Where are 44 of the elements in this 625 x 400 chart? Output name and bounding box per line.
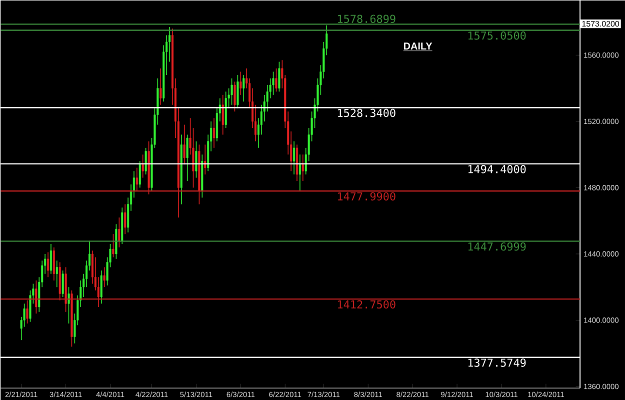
candlestick xyxy=(68,286,70,324)
candlestick xyxy=(278,61,280,92)
candlestick xyxy=(302,154,304,182)
candlestick xyxy=(56,260,58,288)
candlestick xyxy=(222,94,224,135)
candlestick xyxy=(50,243,52,274)
candlestick xyxy=(186,134,188,182)
candlestick xyxy=(62,270,64,298)
candlestick xyxy=(183,124,186,165)
candlestick xyxy=(212,117,216,148)
candlestick xyxy=(144,147,147,175)
ref-line-label: 1494.4000 xyxy=(468,164,526,174)
ref-line-label: 1575.0500 xyxy=(468,31,526,40)
candlestick xyxy=(240,71,242,96)
candlestick xyxy=(118,216,120,248)
candlestick xyxy=(275,68,278,92)
candlestick xyxy=(100,270,102,304)
candlestick xyxy=(142,154,144,178)
candlestick xyxy=(35,280,38,314)
candlestick xyxy=(138,160,141,188)
candlestick xyxy=(242,74,245,102)
ref-line-label: 1578.6899 xyxy=(338,14,396,23)
candlestick xyxy=(124,204,126,234)
candlestick xyxy=(298,154,301,192)
candlestick xyxy=(103,266,106,288)
ref-line-label: 1477.9900 xyxy=(338,192,396,200)
candlestick xyxy=(230,78,233,106)
candlestick xyxy=(292,140,296,175)
annotation: DAILY xyxy=(404,42,432,50)
ref-line-label: 1377.5749 xyxy=(468,358,526,367)
candlestick xyxy=(204,144,206,175)
candlestick xyxy=(52,246,55,281)
candlestick xyxy=(234,81,236,112)
ref-line-label: 1447.6999 xyxy=(468,242,526,250)
ref-line-label: 1412.7500 xyxy=(338,300,396,308)
candlestick xyxy=(195,140,198,178)
candlestick xyxy=(26,300,28,324)
candlestick xyxy=(136,167,138,192)
ref-line-label: 1528.3400 xyxy=(338,108,396,117)
candlestick xyxy=(236,74,239,108)
candlestick xyxy=(112,233,114,258)
candlestick xyxy=(160,68,162,106)
candlestick xyxy=(46,252,50,278)
candlestick xyxy=(272,71,274,96)
